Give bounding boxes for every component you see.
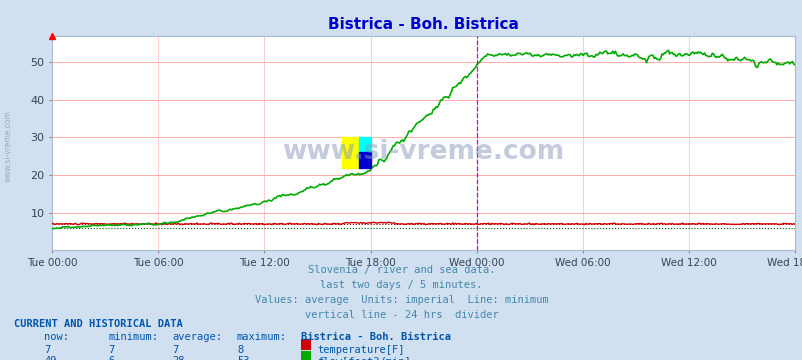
Bar bbox=[358, 153, 371, 167]
Text: minimum:: minimum: bbox=[108, 332, 158, 342]
Bar bbox=[341, 138, 358, 167]
Text: 28: 28 bbox=[172, 356, 185, 360]
Text: 7: 7 bbox=[108, 345, 115, 355]
Bar bbox=[358, 138, 371, 158]
Text: 7: 7 bbox=[44, 345, 51, 355]
Text: temperature[F]: temperature[F] bbox=[317, 345, 404, 355]
Text: www.si-vreme.com: www.si-vreme.com bbox=[3, 110, 13, 182]
Text: 49: 49 bbox=[44, 356, 57, 360]
Text: 8: 8 bbox=[237, 345, 243, 355]
Text: flow[foot3/min]: flow[foot3/min] bbox=[317, 356, 411, 360]
Text: 6: 6 bbox=[108, 356, 115, 360]
Text: Slovenia / river and sea data.: Slovenia / river and sea data. bbox=[307, 265, 495, 275]
Text: www.si-vreme.com: www.si-vreme.com bbox=[282, 139, 564, 165]
Text: 7: 7 bbox=[172, 345, 179, 355]
Title: Bistrica - Boh. Bistrica: Bistrica - Boh. Bistrica bbox=[328, 17, 518, 32]
Text: vertical line - 24 hrs  divider: vertical line - 24 hrs divider bbox=[304, 310, 498, 320]
Text: Bistrica - Boh. Bistrica: Bistrica - Boh. Bistrica bbox=[301, 332, 451, 342]
Text: maximum:: maximum: bbox=[237, 332, 286, 342]
Text: now:: now: bbox=[44, 332, 69, 342]
Text: 53: 53 bbox=[237, 356, 249, 360]
Text: CURRENT AND HISTORICAL DATA: CURRENT AND HISTORICAL DATA bbox=[14, 319, 183, 329]
Text: average:: average: bbox=[172, 332, 222, 342]
Text: Values: average  Units: imperial  Line: minimum: Values: average Units: imperial Line: mi… bbox=[254, 295, 548, 305]
Text: last two days / 5 minutes.: last two days / 5 minutes. bbox=[320, 280, 482, 290]
